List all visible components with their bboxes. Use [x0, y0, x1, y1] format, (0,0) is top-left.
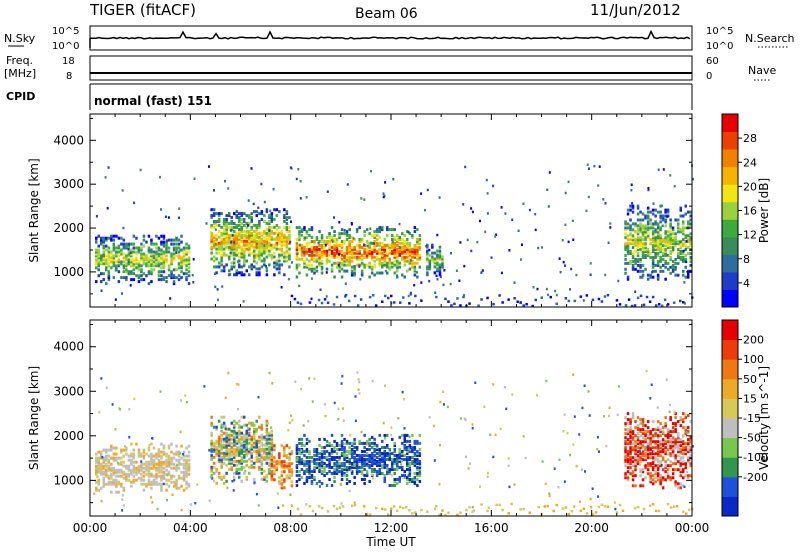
nsky-tick-top: 10^5	[52, 26, 79, 37]
colorbar-segment	[722, 496, 738, 517]
colorbar-segment	[722, 184, 738, 203]
colorbar-tick-label: 4	[743, 277, 750, 290]
station-title: TIGER (fitACF)	[89, 1, 196, 19]
y-tick-label: 3000	[53, 384, 84, 398]
freq-unit-label: [MHz]	[4, 67, 36, 80]
colorbar-segment	[722, 166, 738, 185]
nsearch-tick-bottom: 10^0	[706, 41, 733, 52]
y-tick-label: 2000	[53, 429, 84, 443]
colorbar-segment	[722, 359, 738, 380]
colorbar-segment	[722, 398, 738, 419]
beam-label: Beam 06	[355, 6, 418, 22]
colorbar-segment	[722, 219, 738, 238]
cpid-panel: CPID normal (fast) 151	[6, 83, 693, 110]
nsearch-label: N.Search	[745, 32, 795, 45]
freq-tick-bottom: 8	[66, 71, 72, 82]
y-tick-label: 4000	[53, 133, 84, 147]
colorbar-segment	[722, 149, 738, 168]
colorbar-tick-label: 12	[743, 229, 757, 242]
nsky-panel: N.Sky 10^5 10^0 10^5 10^0 N.Search	[4, 25, 795, 52]
freq-tick-top: 18	[62, 56, 75, 67]
date-label: 11/Jun/2012	[590, 1, 681, 19]
x-tick-label: 16:00	[474, 521, 509, 535]
x-tick-label: 00:00	[675, 521, 710, 535]
colorbar-tick-label: 24	[743, 156, 757, 169]
y-tick-label: 3000	[53, 177, 84, 191]
colorbar-tick-label: 20	[743, 180, 757, 193]
freq-label: Freq.	[6, 54, 33, 67]
freq-panel: Freq. [MHz] 18 8 60 0 Nave	[4, 54, 776, 82]
colorbar: 4 8 12 16 20 24 28 Power [dB]	[721, 113, 771, 308]
colorbar-segment	[722, 457, 738, 478]
colorbar-tick-label: 15	[743, 392, 757, 405]
colorbar-segment	[722, 254, 738, 273]
colorbar-segment	[722, 339, 738, 360]
power-panel: 1000 2000 3000 4000 Slant Range [km] 4 8 12 16 20…	[27, 113, 771, 308]
nave-label: Nave	[748, 64, 776, 77]
colorbar-segment	[722, 131, 738, 150]
nsky-trace	[89, 29, 691, 48]
cpid-label: CPID	[6, 90, 35, 103]
colorbar-tick-label: 100	[743, 353, 764, 366]
nsky-label: N.Sky	[4, 32, 36, 45]
x-tick-label: 04:00	[173, 521, 208, 535]
y-tick-label: 1000	[53, 265, 84, 279]
x-tick-label: 20:00	[574, 521, 609, 535]
y-tick-label: 4000	[53, 340, 84, 354]
x-axis-label: Time UT	[365, 535, 416, 549]
colorbar-label: Velocity [m s^-1]	[757, 366, 771, 470]
x-tick-label: 08:00	[273, 521, 308, 535]
echo-cells	[95, 163, 694, 308]
cpid-value: normal (fast) 151	[94, 94, 212, 108]
colorbar-tick-label: 200	[743, 334, 764, 347]
colorbar-segment	[722, 236, 738, 255]
colorbar-label: Power [dB]	[757, 178, 771, 243]
colorbar-tick-label: 50	[743, 373, 757, 386]
nsky-tick-bottom: 10^0	[52, 41, 79, 52]
colorbar-tick-label: -200	[743, 471, 768, 484]
velocity-panel: 00:00 04:00 08:00 12:00 16:00 20:00 00:00 1000 2…	[27, 319, 771, 549]
colorbar-segment	[722, 378, 738, 399]
colorbar-segment	[722, 271, 738, 290]
nave-tick-top: 60	[706, 56, 719, 67]
colorbar-segment	[722, 476, 738, 497]
y-tick-label: 1000	[53, 473, 84, 487]
nsearch-tick-top: 10^5	[706, 26, 733, 37]
colorbar-segment	[722, 114, 738, 133]
colorbar-segment	[722, 418, 738, 439]
y-tick-label: 2000	[53, 221, 84, 235]
colorbar-segment	[722, 437, 738, 458]
echo-cells	[93, 369, 694, 517]
colorbar-tick-label: 8	[743, 253, 750, 266]
y-axis-label: Slant Range [km]	[27, 158, 41, 262]
colorbar-tick-label: -100	[743, 451, 768, 464]
x-tick-label: 00:00	[73, 521, 108, 535]
colorbar-tick-label: 16	[743, 205, 757, 218]
x-tick-label: 12:00	[374, 521, 409, 535]
nave-tick-bottom: 0	[706, 71, 712, 82]
colorbar-segment	[722, 289, 738, 308]
colorbar-tick-label: 28	[743, 132, 757, 145]
colorbar-tick-label: -50	[743, 432, 761, 445]
colorbar-segment	[722, 201, 738, 220]
y-axis-label: Slant Range [km]	[27, 366, 41, 470]
colorbar-tick-label: -15	[743, 412, 761, 425]
colorbar-segment	[722, 320, 738, 341]
